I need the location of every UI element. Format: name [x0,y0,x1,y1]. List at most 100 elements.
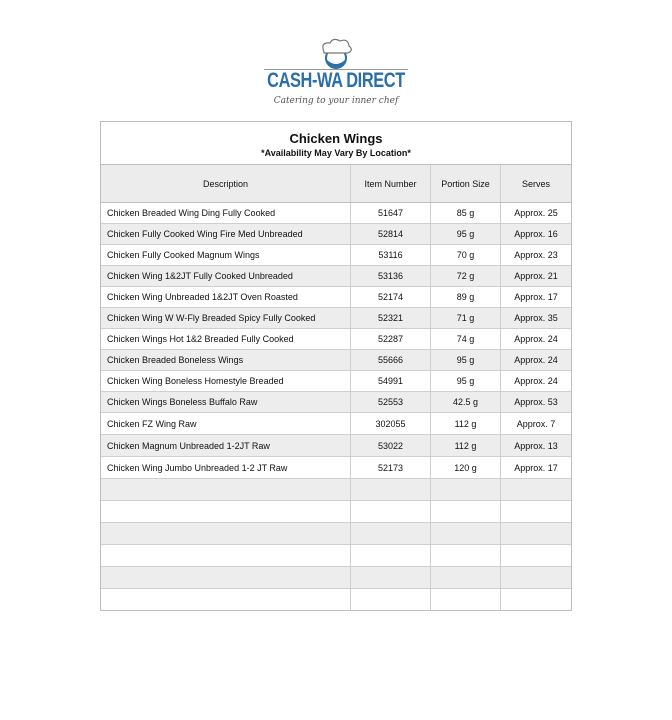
cell-item-number [351,589,431,610]
cell-item-number: 302055 [351,413,431,434]
cell-item-number: 52174 [351,287,431,307]
cell-description [101,545,351,566]
empty-row [101,479,571,501]
cell-portion-size: 72 g [431,266,501,286]
cell-description [101,567,351,588]
logo: CASH-WA DIRECT Catering to your inner ch… [258,38,414,112]
cell-item-number: 53022 [351,435,431,456]
cell-portion-size [431,589,501,610]
table-title: Chicken Wings [289,131,383,146]
cell-description: Chicken Wing W W-Fly Breaded Spicy Fully… [101,308,351,328]
cell-serves: Approx. 16 [514,229,558,239]
cell-portion-size: 74 g [431,329,501,349]
cell-serves: Approx. 24 [514,334,558,344]
cell-serves [501,545,571,566]
brand-name: CASH-WA DIRECT [267,69,405,92]
table-row: Chicken Wing Jumbo Unbreaded 1-2 JT Raw 5… [101,457,571,479]
chef-hat-icon [322,38,352,69]
table-row: Chicken Fully Cooked Wing Fire Med Unbre… [101,224,571,245]
table-body: Chicken Breaded Wing Ding Fully Cooked 51… [101,203,571,610]
cell-item-number: 52553 [351,392,431,412]
table-row: Chicken Breaded Boneless Wings 55666 95 g A… [101,350,571,371]
table-row: Chicken Breaded Wing Ding Fully Cooked 51… [101,203,571,224]
cell-portion-size: 112 g [431,435,501,456]
cell-portion-size: 70 g [431,245,501,265]
cell-description: Chicken Wing Boneless Homestyle Breaded [101,371,351,391]
cell-serves: Approx. 24 [514,376,558,386]
cell-serves: Approx. 23 [514,250,558,260]
cell-description: Chicken Wings Boneless Buffalo Raw [101,392,351,412]
cell-portion-size: 71 g [431,308,501,328]
empty-row [101,567,571,589]
cell-serves [501,501,571,522]
cell-serves: Approx. 17 [514,462,558,473]
table-row: Chicken Wings Boneless Buffalo Raw 52553 4… [101,392,571,413]
empty-row [101,589,571,610]
cell-description [101,501,351,522]
cell-item-number [351,501,431,522]
cell-portion-size: 95 g [431,224,501,244]
cell-serves: Approx. 17 [514,292,558,302]
header-item-number: Item Number [351,165,431,202]
cell-portion-size: 120 g [431,457,501,478]
cell-serves: Approx. 53 [514,397,558,407]
product-table: Chicken Wings *Availability May Vary By … [100,121,572,611]
cell-item-number: 52321 [351,308,431,328]
cell-description [101,479,351,500]
cell-portion-size [431,567,501,588]
logo-rule [264,69,408,70]
table-row: Chicken Magnum Unbreaded 1-2JT Raw 53022 1… [101,435,571,457]
cell-serves: Approx. 25 [514,208,558,218]
cell-description [101,589,351,610]
cell-item-number [351,479,431,500]
cell-description: Chicken Wing 1&2JT Fully Cooked Unbreade… [101,266,351,286]
cell-item-number: 52814 [351,224,431,244]
cell-portion-size: 95 g [431,371,501,391]
cell-portion-size [431,479,501,500]
table-row: Chicken Fully Cooked Magnum Wings 53116 70… [101,245,571,266]
cell-serves [501,479,571,500]
cell-item-number: 53116 [351,245,431,265]
table-header: Description Item Number Portion Size Ser… [101,165,571,203]
cell-portion-size [431,523,501,544]
cell-portion-size [431,501,501,522]
cell-description: Chicken Breaded Wing Ding Fully Cooked [101,203,351,223]
header-description: Description [101,165,351,202]
cell-serves: Approx. 35 [514,313,558,323]
cell-serves [501,523,571,544]
header-serves: Serves [521,178,550,189]
cell-item-number: 54991 [351,371,431,391]
table-row: Chicken FZ Wing Raw 302055 112 g Approx. 7 [101,413,571,435]
table-title-box: Chicken Wings *Availability May Vary By … [101,122,571,165]
cell-serves [501,589,571,610]
table-row: Chicken Wing 1&2JT Fully Cooked Unbreade… [101,266,571,287]
table-row: Chicken Wings Hot 1&2 Breaded Fully Cook… [101,329,571,350]
cell-serves [501,567,571,588]
cell-serves: Approx. 24 [514,355,558,365]
cell-description: Chicken Wing Jumbo Unbreaded 1-2 JT Raw [101,457,351,478]
cell-item-number [351,545,431,566]
cell-portion-size: 42.5 g [431,392,501,412]
header-portion-size: Portion Size [431,165,501,202]
cell-description: Chicken Wing Unbreaded 1&2JT Oven Roaste… [101,287,351,307]
cell-description: Chicken Fully Cooked Magnum Wings [101,245,351,265]
empty-row [101,523,571,545]
empty-row [101,501,571,523]
table-row: Chicken Wing Boneless Homestyle Breaded 5… [101,371,571,392]
cell-description: Chicken Wings Hot 1&2 Breaded Fully Cook… [101,329,351,349]
cell-item-number: 52173 [351,457,431,478]
cell-portion-size: 112 g [431,413,501,434]
table-subtitle: *Availability May Vary By Location* [261,148,411,158]
cell-item-number: 53136 [351,266,431,286]
table-row: Chicken Wing W W-Fly Breaded Spicy Fully… [101,308,571,329]
cell-description: Chicken Fully Cooked Wing Fire Med Unbre… [101,224,351,244]
cell-portion-size [431,545,501,566]
table-row: Chicken Wing Unbreaded 1&2JT Oven Roaste… [101,287,571,308]
cell-portion-size: 95 g [431,350,501,370]
cell-serves: Approx. 13 [514,440,558,451]
cell-item-number [351,523,431,544]
cell-description [101,523,351,544]
cell-item-number: 52287 [351,329,431,349]
cell-description: Chicken Magnum Unbreaded 1-2JT Raw [101,435,351,456]
cell-serves: Approx. 7 [516,418,556,429]
